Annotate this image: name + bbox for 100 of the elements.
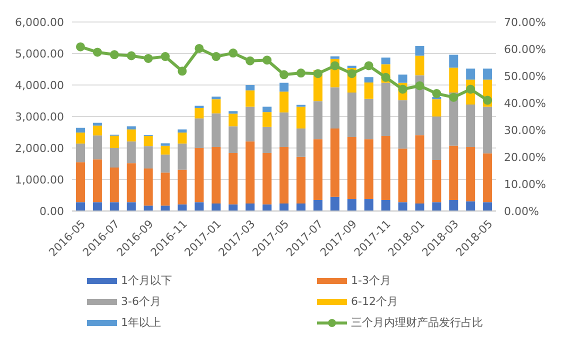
bar [296,203,306,211]
bar [212,203,221,211]
bar [262,106,272,112]
bar [110,148,119,168]
bar [92,202,102,211]
y2-tick-label: 50.00% [504,70,546,83]
bar [330,56,340,59]
bar [398,100,408,149]
bar [228,111,238,114]
y-tick-label: 1,000.00 [15,173,64,186]
bar [296,156,306,204]
bar [330,87,340,128]
bar [178,129,187,133]
point [432,89,442,98]
bar [144,206,153,211]
bar [449,146,458,200]
bar [280,147,289,204]
bar [280,203,289,211]
bar [110,202,119,211]
bar [432,116,442,160]
bar [364,77,374,82]
bar [330,128,340,197]
point [160,52,170,62]
bar [160,146,170,155]
bar [246,106,255,142]
bar [313,139,322,200]
bar [432,202,442,211]
legend-label: 1-3个月 [351,273,391,288]
bar [483,106,492,154]
bar [228,153,238,204]
bar [246,203,255,211]
bar [466,201,476,211]
bar [313,200,322,211]
bar [92,135,102,160]
bar [76,128,85,133]
bar [296,106,306,128]
y2-tick-label: 0.00% [504,204,539,218]
legend-label: 1年以上 [121,315,161,330]
bar [228,204,238,211]
y2-tick-label: 70.00% [504,16,546,29]
point [415,81,424,90]
bar [246,90,255,107]
bar [381,200,390,211]
point [449,92,458,102]
bar [194,118,204,148]
point [194,44,204,53]
bar [280,92,289,112]
bar [415,203,424,211]
point [76,42,85,52]
point [398,84,408,94]
bar [262,153,272,204]
bar [432,99,442,116]
bar [381,82,390,136]
y2-tick-label: 30.00% [504,124,546,137]
bar [194,148,204,202]
bar [178,144,187,170]
bar [449,54,458,68]
point [466,84,476,94]
point [347,69,356,78]
bar [126,202,136,211]
bar [178,204,187,211]
bar [92,126,102,136]
bar [212,99,221,114]
bar [178,170,187,204]
y-tick-label: 2,000.00 [15,142,64,155]
point [144,54,153,63]
bar [280,82,289,92]
y2-tick-label: 20.00% [504,150,546,164]
bar [466,68,476,80]
bar [330,196,340,211]
bar [212,147,221,204]
point [212,52,221,62]
bar [415,56,424,76]
bar [160,206,170,211]
bar [364,139,374,200]
bar [212,113,221,148]
y-tick-label: 0.00 [40,204,64,218]
bar [262,112,272,127]
point [330,61,340,70]
bar [415,135,424,204]
legend-label: 1个月以下 [121,273,172,288]
bar [483,68,492,80]
bar [364,82,374,99]
bar [110,136,119,148]
bar [212,96,221,100]
bar [415,46,424,56]
point [228,48,238,58]
point [313,69,322,78]
bar [144,168,153,206]
bar [126,126,136,130]
bar [160,172,170,206]
bar [483,153,492,202]
bar [449,200,458,211]
bar [398,148,408,202]
y2-tick-label: 60.00% [504,42,546,56]
bar [398,202,408,211]
bar [296,128,306,157]
bar [347,136,356,200]
point [262,56,272,65]
bar [398,74,408,83]
